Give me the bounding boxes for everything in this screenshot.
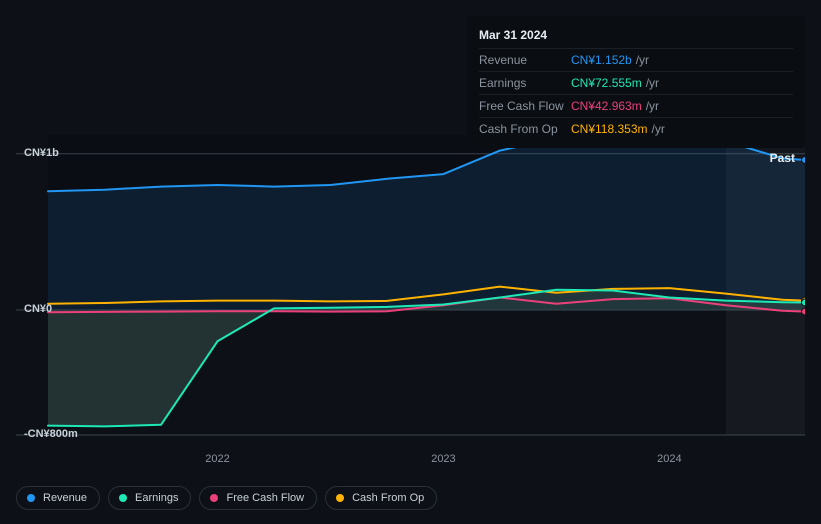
chart-svg (16, 125, 805, 465)
legend-label: Revenue (43, 492, 87, 504)
circle-icon (27, 494, 35, 502)
tooltip-value: CN¥42.963m (571, 99, 642, 113)
tooltip-label: Cash From Op (479, 122, 571, 136)
x-axis-label: 2023 (431, 453, 455, 465)
tooltip-box: Mar 31 2024 Revenue CN¥1.152b /yr Earnin… (467, 16, 805, 148)
tooltip-row-cfo: Cash From Op CN¥118.353m /yr (479, 117, 793, 140)
tooltip-suffix: /yr (646, 99, 659, 113)
financial-chart[interactable]: Past CN¥1b CN¥0 -CN¥800m 2022 2023 2024 (16, 125, 805, 465)
tooltip-date: Mar 31 2024 (479, 24, 793, 48)
circle-icon (119, 494, 127, 502)
legend-item-cfo[interactable]: Cash From Op (325, 486, 437, 510)
x-axis-label: 2022 (205, 453, 229, 465)
past-label: Past (770, 151, 795, 165)
legend-item-earnings[interactable]: Earnings (108, 486, 191, 510)
legend-item-revenue[interactable]: Revenue (16, 486, 100, 510)
legend-label: Earnings (135, 492, 178, 504)
circle-icon (210, 494, 218, 502)
tooltip-suffix: /yr (636, 53, 649, 67)
legend: Revenue Earnings Free Cash Flow Cash Fro… (16, 486, 437, 510)
legend-label: Cash From Op (352, 492, 424, 504)
tooltip-label: Revenue (479, 53, 571, 67)
circle-icon (336, 494, 344, 502)
tooltip-row-fcf: Free Cash Flow CN¥42.963m /yr (479, 94, 793, 117)
tooltip-value: CN¥118.353m (571, 122, 648, 136)
y-axis-label: CN¥0 (24, 303, 52, 315)
tooltip-row-revenue: Revenue CN¥1.152b /yr (479, 48, 793, 71)
tooltip-suffix: /yr (646, 76, 659, 90)
tooltip-suffix: /yr (652, 122, 665, 136)
tooltip-value: CN¥72.555m (571, 76, 642, 90)
x-axis-label: 2024 (657, 453, 681, 465)
y-axis-label: CN¥1b (24, 147, 59, 159)
tooltip-value: CN¥1.152b (571, 53, 632, 67)
legend-item-fcf[interactable]: Free Cash Flow (199, 486, 317, 510)
legend-label: Free Cash Flow (226, 492, 304, 504)
tooltip-label: Earnings (479, 76, 571, 90)
tooltip-row-earnings: Earnings CN¥72.555m /yr (479, 71, 793, 94)
y-axis-label: -CN¥800m (24, 428, 78, 440)
tooltip-label: Free Cash Flow (479, 99, 571, 113)
